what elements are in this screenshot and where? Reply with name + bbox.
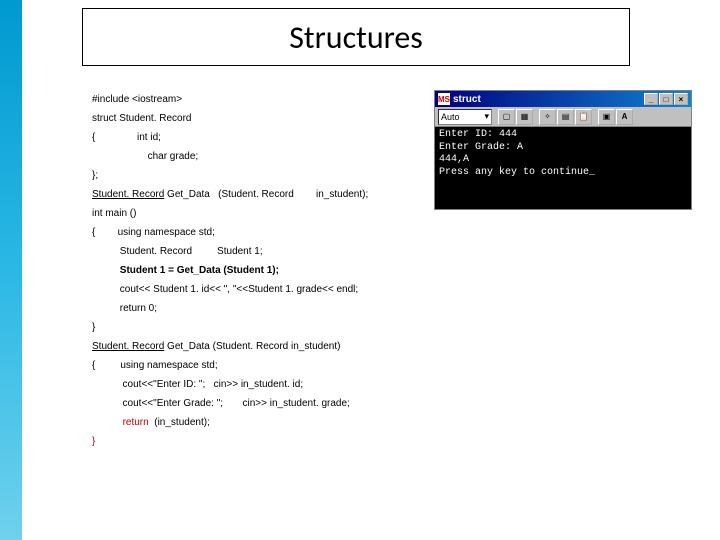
code-line: #include <iostream> bbox=[92, 90, 422, 109]
titlebar-left: MS struct bbox=[438, 93, 481, 105]
code-line: { using namespace std; bbox=[92, 223, 422, 242]
code-line: return (in_student); bbox=[92, 413, 422, 432]
code-line: } bbox=[92, 432, 422, 451]
code-text: Get_Data (Student. Record in_student) bbox=[164, 341, 340, 352]
page-title: Structures bbox=[289, 18, 423, 57]
toolbar-button[interactable]: ▦ bbox=[516, 109, 533, 125]
code-line: cout<<"Enter ID: "; cin>> in_student. id… bbox=[92, 375, 422, 394]
toolbar-button[interactable]: ▤ bbox=[557, 109, 574, 125]
code-line: }; bbox=[92, 166, 422, 185]
code-line: Student 1 = Get_Data (Student 1); bbox=[92, 261, 422, 280]
underline-text: Student. Record bbox=[92, 341, 164, 352]
toolbar-button[interactable]: ▢ bbox=[498, 109, 515, 125]
console-toolbar: Auto ▾ ▢ ▦ ✧ ▤ 📋 ▣ A bbox=[435, 107, 691, 127]
code-line: cout<< Student 1. id<< ", "<<Student 1. … bbox=[92, 280, 422, 299]
code-text: (in_student); bbox=[149, 417, 210, 428]
maximize-button[interactable]: □ bbox=[659, 93, 673, 105]
code-text bbox=[92, 417, 123, 428]
code-line: { using namespace std; bbox=[92, 356, 422, 375]
console-window: MS struct _ □ × Auto ▾ ▢ ▦ ✧ ▤ 📋 ▣ A Ente… bbox=[434, 90, 692, 210]
window-buttons: _ □ × bbox=[644, 93, 688, 105]
minimize-button[interactable]: _ bbox=[644, 93, 658, 105]
return-keyword: return bbox=[123, 417, 149, 428]
code-line: Student. Record Student 1; bbox=[92, 242, 422, 261]
chevron-down-icon: ▾ bbox=[484, 111, 489, 122]
select-value: Auto bbox=[441, 112, 460, 122]
code-line: char grade; bbox=[92, 147, 422, 166]
toolbar-button[interactable]: A bbox=[616, 109, 633, 125]
code-text: Get_Data (Student. Record in_student); bbox=[164, 189, 368, 200]
font-select[interactable]: Auto ▾ bbox=[438, 109, 492, 125]
accent-bar bbox=[0, 0, 22, 540]
code-line: { int id; bbox=[92, 128, 422, 147]
console-output: Enter ID: 444 Enter Grade: A 444,A Press… bbox=[435, 127, 691, 209]
code-line: Student. Record Get_Data (Student. Recor… bbox=[92, 185, 422, 204]
toolbar-button[interactable]: ✧ bbox=[539, 109, 556, 125]
toolbar-button[interactable]: ▣ bbox=[598, 109, 615, 125]
console-title-text: struct bbox=[453, 94, 481, 105]
code-line: Student. Record Get_Data (Student. Recor… bbox=[92, 337, 422, 356]
code-line: struct Student. Record bbox=[92, 109, 422, 128]
code-line: return 0; bbox=[92, 299, 422, 318]
ms-dos-icon: MS bbox=[438, 93, 450, 105]
toolbar-button[interactable]: 📋 bbox=[575, 109, 592, 125]
code-line: } bbox=[92, 318, 422, 337]
code-block: #include <iostream> struct Student. Reco… bbox=[92, 90, 422, 451]
code-line: int main () bbox=[92, 204, 422, 223]
title-box: Structures bbox=[82, 8, 630, 66]
console-titlebar: MS struct _ □ × bbox=[435, 91, 691, 107]
close-button[interactable]: × bbox=[674, 93, 688, 105]
underline-text: Student. Record bbox=[92, 189, 164, 200]
code-line: cout<<"Enter Grade: "; cin>> in_student.… bbox=[92, 394, 422, 413]
